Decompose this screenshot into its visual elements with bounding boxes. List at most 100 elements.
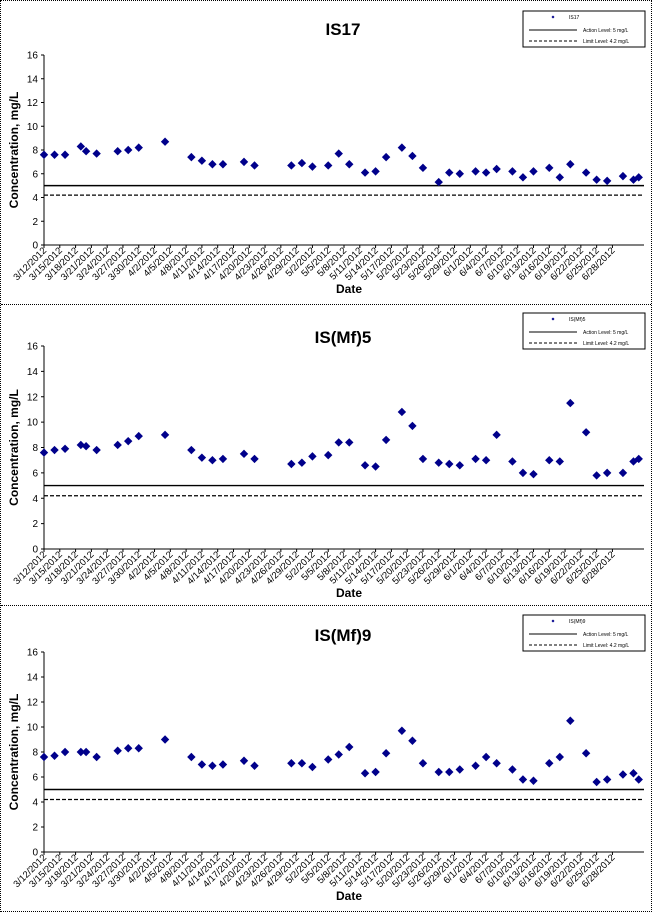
x-axis-label: Date [336,889,362,903]
data-point [445,459,454,469]
y-axis-label: Concentration, mg/L [7,389,21,506]
data-point [134,744,143,753]
data-point [629,769,638,778]
data-point [529,167,538,176]
y-tick-label: 4 [32,193,38,204]
legend-label: Action Level: 5 mg/L [583,28,629,34]
data-point [508,765,517,774]
data-point [197,156,207,165]
y-tick-label: 2 [32,823,38,834]
data-point [634,454,643,464]
data-point [124,744,133,753]
data-point [218,454,228,464]
data-point [218,160,228,169]
data-point [113,440,122,450]
data-point [634,173,643,182]
chart-title: IS17 [326,20,361,39]
data-point [239,449,249,459]
data-point [445,168,454,177]
data-point [334,750,343,759]
data-point [397,143,407,152]
data-point [371,767,380,777]
y-tick-label: 6 [32,169,38,180]
data-point [250,454,259,464]
panel-divider [1,605,651,606]
data-point [555,173,564,182]
data-point [555,752,564,762]
legend-label: IS17 [569,15,580,21]
y-tick-label: 10 [27,723,39,734]
data-point [518,775,528,784]
data-point [455,765,464,774]
chart-title: IS(Mf)9 [315,626,372,645]
data-point [408,421,417,431]
data-point [471,167,480,176]
data-point [76,440,86,450]
data-point [492,164,501,174]
data-point [418,759,428,768]
data-point [492,430,501,440]
y-tick-label: 16 [27,342,39,353]
data-point [208,160,217,169]
data-point [134,143,143,152]
data-point [39,448,49,457]
data-point [81,747,91,757]
data-point [434,767,443,777]
data-point [566,398,575,408]
y-tick-label: 6 [32,773,38,784]
data-point [566,716,575,725]
y-tick-label: 0 [32,848,38,859]
data-point [92,149,101,158]
data-point [408,151,417,161]
chart-panel-is17: IS17 0 2 4 6 8 10 12 14 16 3/12/2012 3/15/2012 3/18/… [1,1,651,304]
data-point [308,762,317,772]
data-point [618,770,628,779]
legend-label: Action Level: 5 mg/L [583,330,629,336]
chart-panel-ismf9: IS(Mf)9 0 2 4 6 8 10 12 14 16 3/12/2012 3/15/2012 3/… [1,606,651,911]
data-point [250,761,259,770]
data-point [408,736,417,745]
y-tick-label: 2 [32,519,38,530]
data-point [297,458,307,467]
data-point [360,461,370,470]
data-point [581,428,591,437]
data-point [250,161,259,170]
data-point [418,454,428,464]
legend-marker [551,619,555,623]
legend-label: IS(Mf)5 [569,317,586,323]
chart-svg: IS1702468101214163/12/20123/15/20123/18/… [7,10,646,296]
data-point [634,775,643,784]
y-tick-label: 10 [27,122,39,133]
y-tick-label: 6 [32,468,38,479]
data-point [160,430,170,440]
data-point [371,167,380,176]
data-point [381,152,391,162]
data-point [566,160,575,169]
legend-box [522,10,646,48]
data-point [381,435,391,445]
data-point [60,150,70,159]
data-point [345,438,354,447]
data-point [134,431,143,441]
data-point [545,163,554,173]
data-point [287,459,296,469]
data-point [492,759,501,768]
data-point [39,752,49,762]
data-point [471,454,480,464]
data-point [592,777,601,787]
data-point [518,173,528,182]
panel-divider [1,304,651,305]
legend-label: Limit Level: 4.2 mg/L [583,341,629,347]
data-point [592,471,601,480]
data-point [481,455,491,465]
data-point [308,452,317,461]
legend-label: Action Level: 5 mg/L [583,632,629,638]
data-point [481,168,491,177]
y-tick-label: 16 [27,51,39,62]
data-point [508,457,517,466]
legend-box [522,312,646,350]
data-point [239,157,249,167]
data-point [187,752,196,762]
data-point [602,176,612,186]
